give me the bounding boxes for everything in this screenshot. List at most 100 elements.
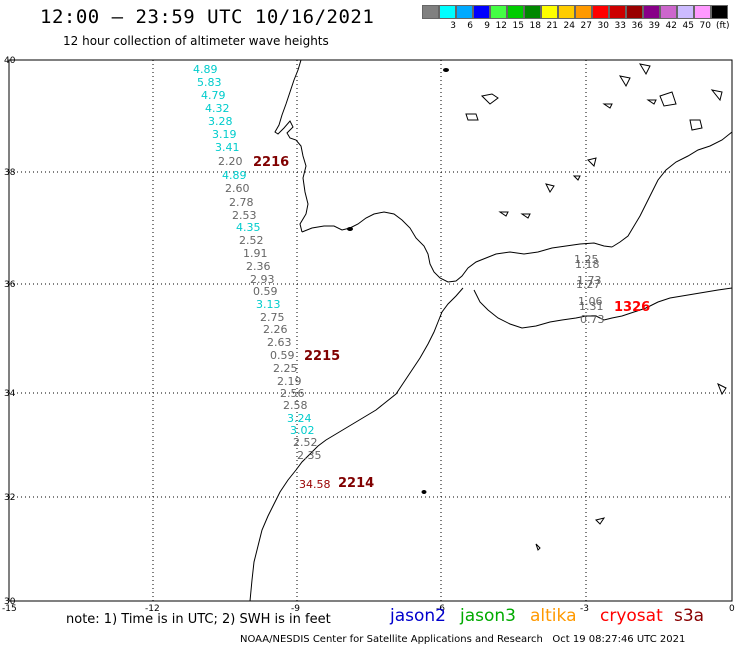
y-tick-label: 30 — [4, 597, 16, 607]
wave-height-value: 1.73 — [577, 274, 602, 287]
color-swatch-label: 9 — [484, 21, 490, 31]
wave-height-value: 3.41 — [215, 141, 240, 154]
color-swatch-label: 21 — [546, 21, 558, 31]
wave-height-value: 1.18 — [575, 258, 600, 271]
satellite-label: s3a — [674, 606, 705, 626]
x-tick-label: -15 — [2, 604, 17, 614]
wave-height-value: 2.60 — [225, 182, 250, 195]
x-tick-label: -9 — [291, 604, 300, 614]
satellite-label: jason2 — [390, 606, 446, 626]
coastlines — [249, 59, 733, 602]
wave-height-value: 2.25 — [273, 362, 298, 375]
color-swatch-label: 33 — [614, 21, 626, 31]
color-swatch-label: 18 — [529, 21, 541, 31]
color-swatch — [711, 5, 728, 19]
color-swatch — [558, 5, 575, 19]
pass-label: 2216 — [253, 155, 289, 170]
y-tick-label: 34 — [4, 389, 16, 399]
color-swatch-label: 42 — [665, 21, 677, 31]
wave-height-value: 1.27 — [576, 278, 601, 291]
wave-height-value: 2.56 — [280, 387, 305, 400]
x-tick-label: -3 — [580, 604, 589, 614]
x-tick-label: -12 — [145, 604, 160, 614]
satellite-label: jason3 — [460, 606, 516, 626]
wave-height-value: 2.93 — [250, 273, 275, 286]
wave-height-value: 1.25 — [574, 253, 599, 266]
color-swatch — [473, 5, 490, 19]
island-marker — [443, 68, 449, 72]
pass-label: 2214 — [338, 476, 374, 491]
color-swatch — [677, 5, 694, 19]
wave-height-value: 2.36 — [246, 260, 271, 273]
wave-height-value: 2.26 — [263, 323, 288, 336]
wave-height-value: 4.35 — [236, 221, 261, 234]
color-swatch-label: 24 — [563, 21, 575, 31]
color-swatch — [422, 5, 439, 19]
color-swatch — [524, 5, 541, 19]
footer-credit: NOAA/NESDIS Center for Satellite Applica… — [240, 634, 686, 645]
color-swatch — [541, 5, 558, 19]
color-legend-labels: 3 6 9 12 15 18 21 24 27 30 33 36 39 42 45 70 — [422, 21, 728, 31]
color-legend-unit: (ft) — [716, 21, 730, 31]
island-marker — [421, 490, 427, 494]
color-swatch-label: 27 — [580, 21, 592, 31]
color-swatch — [456, 5, 473, 19]
color-swatch — [660, 5, 677, 19]
color-swatch-label: 6 — [467, 21, 473, 31]
y-tick-label: 32 — [4, 493, 15, 503]
wave-height-value: 2.75 — [260, 311, 285, 324]
color-swatch — [626, 5, 643, 19]
color-swatch — [490, 5, 507, 19]
wave-height-value: 5.83 — [197, 76, 222, 89]
wave-height-value: 4.89 — [222, 169, 247, 182]
color-swatch-label: 36 — [631, 21, 643, 31]
island-marker — [347, 227, 353, 231]
wave-height-value: 3.02 — [290, 424, 315, 437]
wave-height-value: 3.19 — [212, 128, 237, 141]
color-swatch-label: 15 — [512, 21, 524, 31]
wave-height-value: 2.52 — [239, 234, 264, 247]
wave-height-value: 0.73 — [580, 313, 605, 326]
wave-height-value: 0.59 — [253, 285, 278, 298]
color-swatch-label: 39 — [648, 21, 660, 31]
color-swatch — [575, 5, 592, 19]
wave-height-value: 2.58 — [283, 399, 308, 412]
pass-label: 2215 — [304, 349, 340, 364]
x-tick-label: -6 — [436, 604, 445, 614]
wave-height-value: 2.20 — [218, 155, 243, 168]
color-swatch-label: 3 — [450, 21, 456, 31]
wave-height-value: 2.52 — [293, 436, 318, 449]
map-frame — [8, 59, 733, 602]
grid-lines — [9, 60, 732, 601]
wave-height-value: 1.91 — [243, 247, 268, 260]
wave-height-value: 2.53 — [232, 209, 257, 222]
pass-label: 1326 — [614, 300, 650, 315]
color-swatch — [592, 5, 609, 19]
wave-height-value: 2.63 — [267, 336, 292, 349]
wave-height-value: 4.79 — [201, 89, 226, 102]
wave-height-value: 3.28 — [208, 115, 233, 128]
wave-height-value: 2.35 — [297, 449, 322, 462]
wave-height-value: 1.06 — [578, 295, 603, 308]
color-swatch-label: 45 — [682, 21, 694, 31]
page-subtitle: 12 hour collection of altimeter wave hei… — [63, 34, 329, 48]
wave-height-value: 0.59 — [270, 349, 295, 362]
color-swatch — [609, 5, 626, 19]
wave-height-value: 4.89 — [193, 63, 218, 76]
y-tick-label: 36 — [4, 280, 16, 290]
color-swatch — [694, 5, 711, 19]
satellite-label: altika — [530, 606, 577, 626]
note-text: note: 1) Time is in UTC; 2) SWH is in fe… — [66, 612, 331, 627]
color-swatch — [439, 5, 456, 19]
color-swatch-label: 30 — [597, 21, 609, 31]
color-swatch — [643, 5, 660, 19]
color-swatch-label: 12 — [495, 21, 507, 31]
color-swatch-label: 70 — [699, 21, 711, 31]
wave-height-value: 2.19 — [277, 375, 302, 388]
wave-height-value: 1.31 — [579, 300, 604, 313]
wave-height-value: 3.13 — [256, 298, 281, 311]
wave-height-value: 3.24 — [287, 412, 312, 425]
color-legend — [422, 5, 728, 19]
page-title: 12:00 – 23:59 UTC 10/16/2021 — [40, 6, 375, 28]
